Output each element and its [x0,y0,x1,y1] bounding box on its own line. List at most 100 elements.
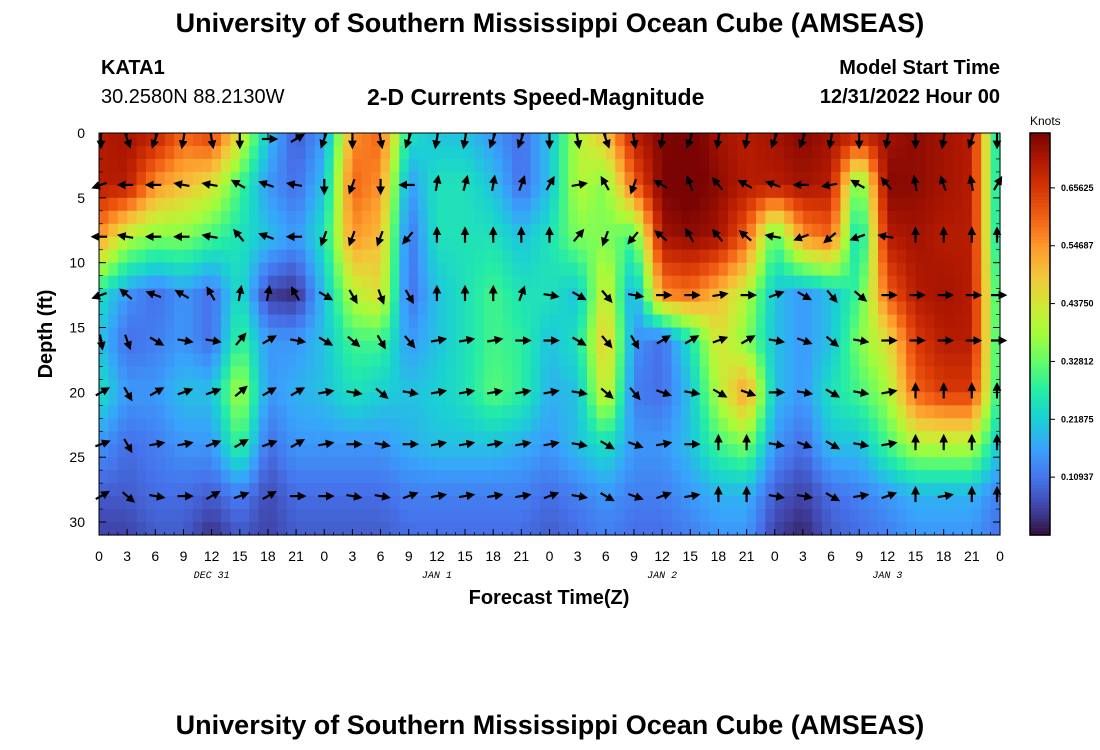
heatmap-cell [915,366,926,380]
heatmap-cell [840,249,851,264]
heatmap-cell [127,353,138,368]
heatmap-cell [333,457,344,471]
heatmap-cell [352,470,363,484]
heatmap-cell [774,133,785,147]
heatmap-cell [699,275,710,290]
heatmap-cell [812,522,823,536]
heatmap-cell [840,275,851,290]
heatmap-cell [211,197,222,212]
heatmap-cell [859,236,870,251]
heatmap-cell [549,522,560,536]
heatmap-cell [981,457,992,471]
heatmap-cell [906,470,917,484]
heatmap-cell [267,184,278,199]
heatmap-cell [389,366,400,380]
heatmap-cell [549,340,560,355]
heatmap-cell [380,262,391,277]
heatmap-cell [849,353,860,368]
heatmap-cell [924,314,935,329]
heatmap-cell [324,353,335,368]
heatmap-cell [549,353,560,368]
heatmap-cell [230,405,241,419]
heatmap-cell [389,236,400,251]
current-arrow [402,491,419,500]
current-arrow [233,491,250,500]
x-tick-label: 18 [260,548,276,564]
heatmap-cell [718,483,729,497]
heatmap-cell [859,158,870,173]
heatmap-cell [915,470,926,484]
heatmap-cell [793,353,804,368]
heatmap-cell [99,288,109,303]
heatmap-cell [145,301,156,316]
heatmap-cell [943,431,954,445]
heatmap-cell [145,275,156,290]
heatmap-cell [183,470,194,484]
heatmap-cell [596,444,607,458]
heatmap-cell [296,483,307,497]
heatmap-cell [718,314,729,329]
heatmap-cell [380,509,391,523]
heatmap-cell [418,366,429,380]
heatmap-cell [718,145,729,160]
heatmap-cell [615,483,626,497]
heatmap-cell [755,444,766,458]
heatmap-cell [605,158,616,173]
heatmap-cell [333,405,344,419]
heatmap-cell [455,457,466,471]
heatmap-cell [427,340,438,355]
heatmap-cell [239,522,250,536]
heatmap-cell [136,288,147,303]
colorbar-swatch [1030,317,1050,322]
heatmap-cell [924,392,935,406]
heatmap-cell [389,522,400,536]
heatmap-cell [511,171,522,186]
heatmap-cell [136,418,147,432]
heatmap-cell [887,236,898,251]
heatmap-cell [774,223,785,238]
heatmap-cell [530,262,541,277]
heatmap-cell [324,366,335,380]
heatmap-cell [380,353,391,368]
heatmap-cell [305,197,316,212]
heatmap-cell [371,184,382,199]
current-arrow [123,386,133,402]
heatmap-cell [737,249,748,264]
heatmap-cell [709,262,720,277]
heatmap-cell [465,431,476,445]
heatmap-cell [765,392,776,406]
x-tick-label: 0 [320,548,328,564]
heatmap-cell [305,184,316,199]
heatmap-cell [446,405,457,419]
heatmap-cell [127,262,138,277]
heatmap-cell [493,314,504,329]
heatmap-cell [164,431,175,445]
heatmap-cell [427,236,438,251]
heatmap-cell [155,353,166,368]
heatmap-cell [286,145,297,160]
heatmap-cell [267,379,278,393]
heatmap-cell [117,158,128,173]
heatmap-cell [399,457,410,471]
heatmap-cell [652,145,663,160]
heatmap-cell [793,340,804,355]
heatmap-cell [802,366,813,380]
heatmap-cell [136,483,147,497]
heatmap-cell [624,340,635,355]
heatmap-cell [389,197,400,212]
heatmap-cell [221,210,231,225]
colorbar-swatch [1030,334,1050,338]
heatmap-cell [859,145,870,160]
heatmap-cell [605,392,616,406]
heatmap-cell [540,249,551,264]
heatmap-cell [624,327,635,342]
current-arrow [685,227,695,243]
heatmap-cell [483,171,494,186]
heatmap-cell [737,340,748,355]
heatmap-cell [652,431,663,445]
heatmap-cell [211,171,222,186]
heatmap-cell [380,470,391,484]
heatmap-cell [249,171,260,186]
heatmap-cell [446,431,457,445]
current-arrow [318,387,335,397]
